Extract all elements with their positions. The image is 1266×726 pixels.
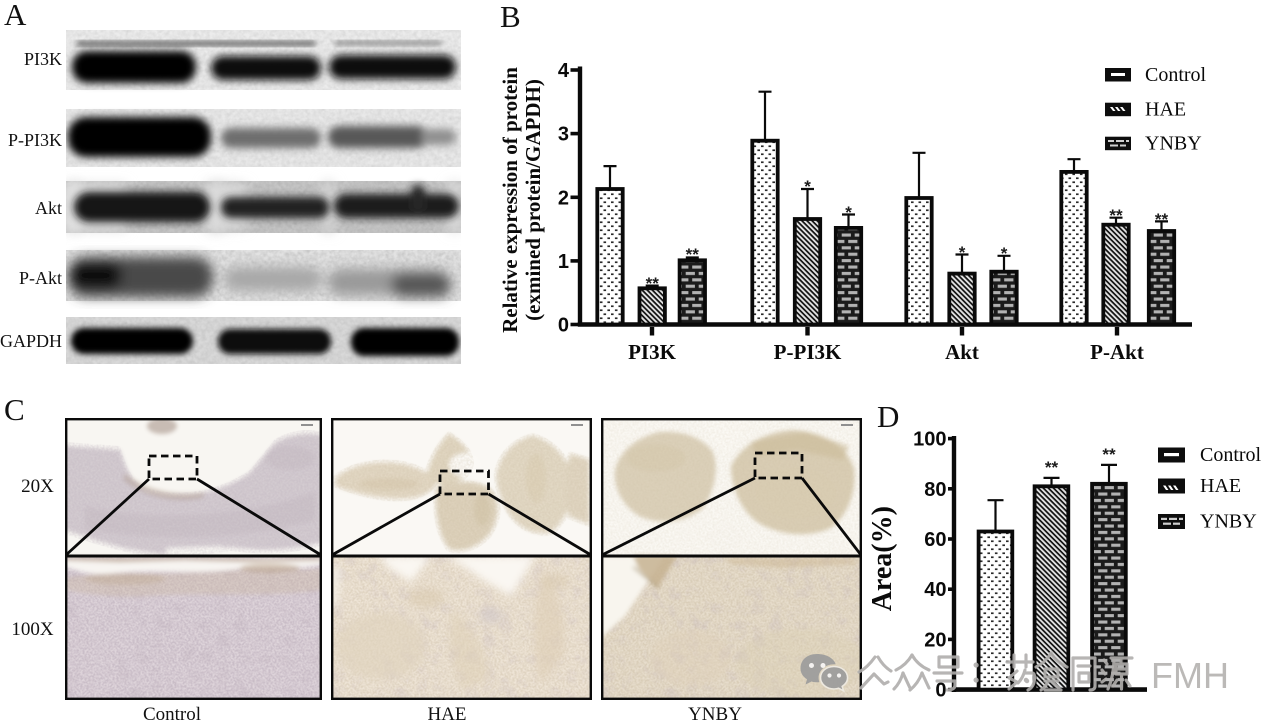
svg-text:**: ** <box>1109 206 1123 225</box>
svg-text:HAE: HAE <box>1145 99 1186 121</box>
svg-text:40: 40 <box>924 579 946 601</box>
svg-text:YNBY: YNBY <box>1200 511 1257 533</box>
svg-text:80: 80 <box>924 479 946 501</box>
svg-text:Control: Control <box>1200 444 1262 466</box>
svg-text:Relative expression of protein: Relative expression of protein <box>498 67 522 333</box>
svg-text:3: 3 <box>558 124 569 146</box>
svg-text:100: 100 <box>913 429 946 451</box>
svg-text:20: 20 <box>924 629 946 651</box>
svg-text:P-PI3K: P-PI3K <box>774 340 842 364</box>
svg-text:**: ** <box>1102 445 1116 464</box>
svg-text:**: ** <box>686 245 700 264</box>
svg-text:HAE: HAE <box>1200 475 1241 497</box>
svg-text:PI3K: PI3K <box>628 340 677 364</box>
svg-text:0: 0 <box>935 680 946 702</box>
svg-text:4: 4 <box>558 60 570 82</box>
svg-text:Akt: Akt <box>945 340 979 364</box>
svg-text:**: ** <box>1155 210 1169 229</box>
svg-text:*: * <box>845 203 852 222</box>
svg-text:**: ** <box>646 274 660 293</box>
svg-text:*: * <box>804 177 811 196</box>
svg-text:*: * <box>1001 244 1008 263</box>
svg-text:0: 0 <box>558 315 569 337</box>
svg-text:Area(%): Area(%) <box>870 506 898 611</box>
svg-text:1: 1 <box>558 251 569 273</box>
svg-text:FMH: FMH <box>1151 655 1229 696</box>
svg-text:P-Akt: P-Akt <box>1090 340 1144 364</box>
svg-text:*: * <box>959 243 966 262</box>
svg-text:**: ** <box>1045 458 1059 477</box>
svg-text:60: 60 <box>924 529 946 551</box>
svg-text:Control: Control <box>1145 64 1207 86</box>
svg-text:2: 2 <box>558 187 569 209</box>
svg-text:YNBY: YNBY <box>1145 133 1202 155</box>
svg-text:(exmined protein/GAPDH): (exmined protein/GAPDH) <box>521 79 545 321</box>
